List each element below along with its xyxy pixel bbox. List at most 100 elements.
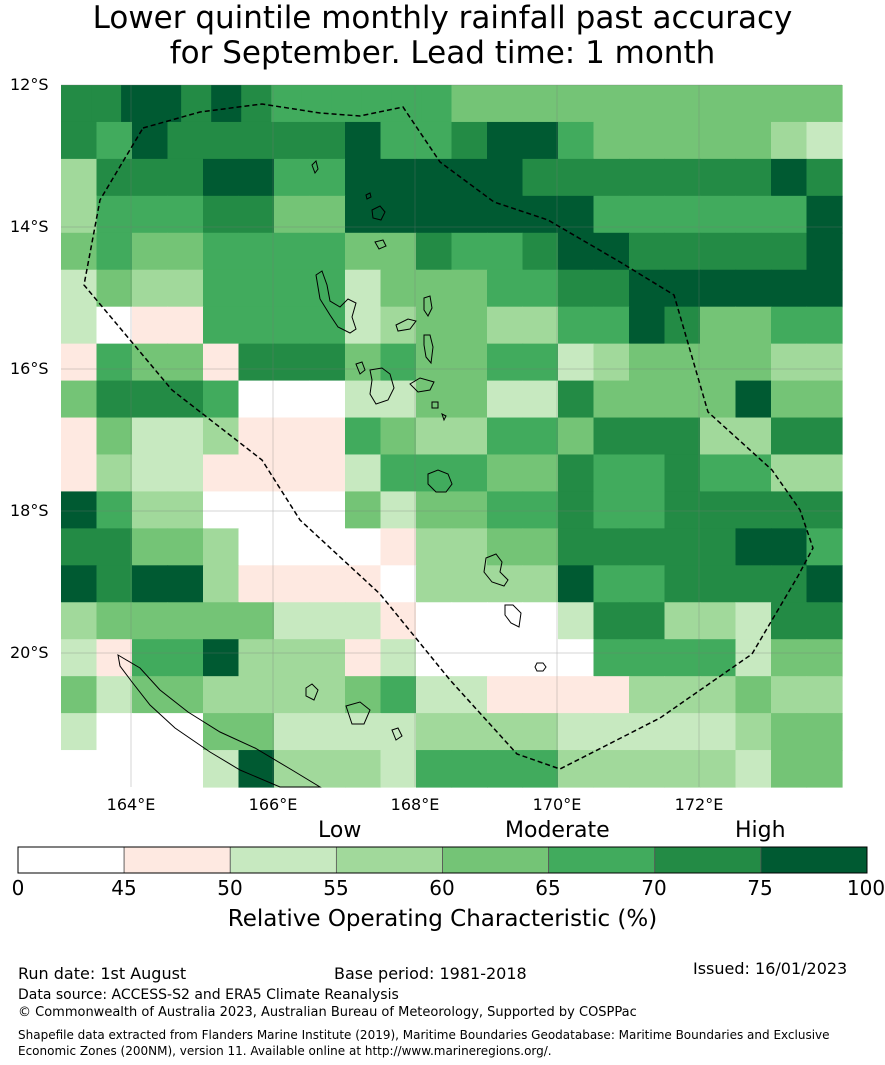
map-cell — [345, 602, 382, 640]
map-cell — [203, 269, 240, 308]
map-cell — [629, 639, 666, 677]
map-cell — [238, 713, 275, 751]
map-cell — [664, 602, 701, 640]
map-cell — [416, 232, 453, 271]
map-cell — [167, 602, 204, 640]
issued-date: Issued: 16/01/2023 — [693, 959, 848, 978]
map-cell — [451, 121, 488, 160]
map-cell — [451, 713, 488, 751]
map-cell — [416, 343, 453, 382]
map-cell — [345, 639, 382, 677]
map-cell — [345, 454, 382, 493]
map-cell — [345, 269, 382, 308]
map-cell — [700, 232, 737, 271]
map-cell — [238, 269, 275, 308]
map-cell — [487, 491, 524, 529]
map-cell — [274, 454, 311, 493]
map-cell — [631, 85, 663, 123]
map-cell — [61, 195, 98, 234]
map-cell — [487, 676, 524, 714]
map-cell — [238, 232, 275, 271]
map-cell — [238, 639, 275, 677]
map-cell — [309, 306, 346, 345]
map-cell — [96, 491, 133, 529]
map-cell — [735, 306, 772, 345]
map-cell — [309, 491, 346, 529]
lon-label-170e: 170°E — [532, 795, 582, 814]
map-cell — [558, 491, 595, 529]
copyright: © Commonwealth of Australia 2023, Austra… — [18, 1005, 637, 1020]
map-cell — [309, 713, 346, 751]
map-cell — [664, 565, 701, 603]
map-cell — [771, 713, 808, 751]
map-cell — [571, 85, 603, 123]
map-cell — [806, 232, 843, 271]
map-cell — [700, 491, 737, 529]
map-cell — [345, 158, 382, 197]
map-cell — [167, 232, 204, 271]
map-cell — [132, 602, 169, 640]
map-cell — [96, 343, 133, 382]
map-cell — [806, 565, 843, 603]
map-cell — [238, 528, 275, 566]
map-cell — [806, 306, 843, 345]
map-cell — [274, 602, 311, 640]
colorbar-tick-100: 100 — [846, 876, 885, 900]
map-cell — [522, 602, 559, 640]
map-cell — [167, 676, 204, 714]
map-cell — [593, 565, 630, 603]
map-cell — [593, 639, 630, 677]
map-cell — [806, 269, 843, 308]
map-cell — [167, 195, 204, 234]
map-cell — [238, 121, 275, 160]
map-cell — [421, 85, 453, 123]
map-cell — [771, 380, 808, 419]
map-cell — [61, 306, 98, 345]
map-cell — [451, 232, 488, 271]
map-cell — [593, 491, 630, 529]
map-cell — [558, 343, 595, 382]
map-cell — [487, 417, 524, 456]
map-cell — [522, 491, 559, 529]
map-cell — [274, 343, 311, 382]
map-cell — [806, 491, 843, 529]
map-cell — [806, 602, 843, 640]
map-cell — [416, 380, 453, 419]
map-cell — [735, 454, 772, 493]
map-cell — [522, 750, 559, 788]
map-cell — [96, 380, 133, 419]
map-cell — [771, 343, 808, 382]
map-cell — [629, 232, 666, 271]
map-cell — [558, 639, 595, 677]
map-cell — [664, 713, 701, 751]
map-cell — [416, 269, 453, 308]
map-cell — [380, 306, 417, 345]
map-cell — [487, 713, 524, 751]
map-cell — [593, 232, 630, 271]
map-cell — [451, 269, 488, 308]
category-moderate: Moderate — [505, 818, 610, 843]
map-cell — [96, 417, 133, 456]
map-cell — [700, 121, 737, 160]
map-cell — [721, 85, 753, 123]
map-cell — [558, 602, 595, 640]
map-cell — [771, 417, 808, 456]
map-cell — [558, 232, 595, 271]
map-cell — [203, 121, 240, 160]
map-cell — [167, 750, 204, 788]
map-cell — [331, 85, 362, 123]
map-cell — [309, 232, 346, 271]
map-cell — [664, 454, 701, 493]
map-cell — [380, 195, 417, 234]
map-cell — [132, 454, 169, 493]
map-cell — [735, 158, 772, 197]
map-cell — [629, 158, 666, 197]
map-cell — [309, 602, 346, 640]
map-cell — [700, 602, 737, 640]
base-period: Base period: 1981-2018 — [334, 964, 527, 983]
map-cell — [487, 121, 524, 160]
map-cell — [522, 676, 559, 714]
colorbar-tick-45: 45 — [111, 876, 137, 900]
map-cell — [629, 121, 666, 160]
run-date: Run date: 1st August — [18, 964, 187, 983]
